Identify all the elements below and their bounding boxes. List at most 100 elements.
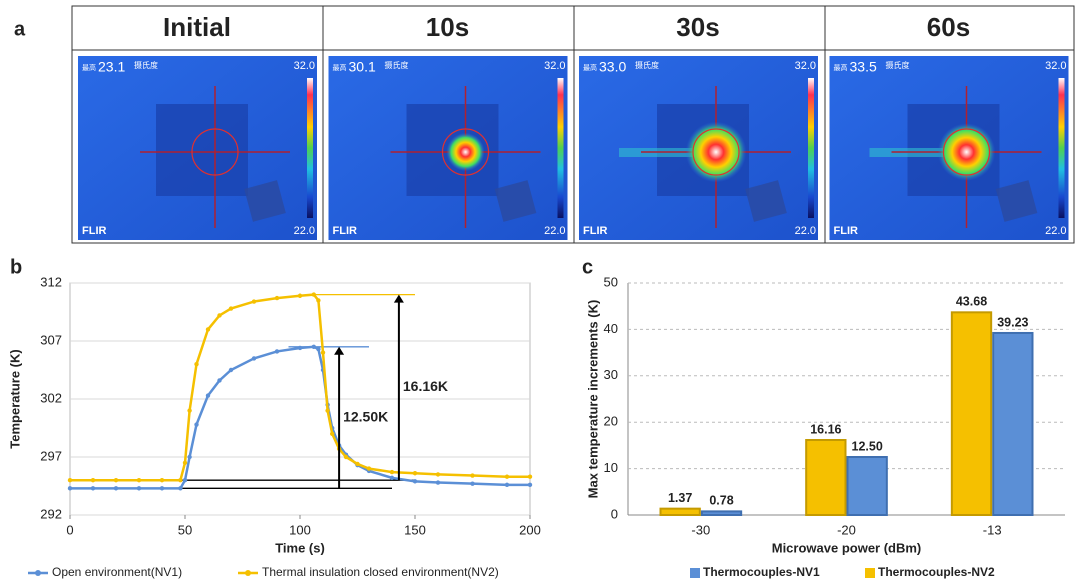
data-point xyxy=(366,466,372,471)
data-point xyxy=(311,292,316,297)
data-point xyxy=(435,472,441,477)
legend-swatch xyxy=(690,568,700,578)
unit: 摄氏度 xyxy=(886,60,910,70)
device-chip xyxy=(995,180,1038,222)
x-tick-label: 200 xyxy=(519,522,541,537)
x-tick-label: 50 xyxy=(178,522,192,537)
data-point xyxy=(316,298,321,303)
data-point xyxy=(90,486,96,491)
value-label: 12.50 xyxy=(852,439,883,453)
logo: FLIR xyxy=(82,225,106,237)
scale-top: 32.0 xyxy=(795,60,816,72)
x-tick-label: -30 xyxy=(691,522,710,537)
data-point xyxy=(182,478,188,483)
y-tick-label: 312 xyxy=(40,274,62,289)
hotspot xyxy=(446,132,485,172)
y-tick-label: 307 xyxy=(40,332,62,347)
data-point xyxy=(504,474,510,479)
data-point xyxy=(113,478,119,483)
data-point xyxy=(159,486,165,491)
series-line xyxy=(70,293,530,482)
panel-label: b xyxy=(10,256,22,278)
y-tick-label: 50 xyxy=(604,274,618,289)
data-point xyxy=(205,393,211,398)
y-axis-title: Temperature (K) xyxy=(7,349,22,448)
x-axis-title: Time (s) xyxy=(275,540,325,555)
bar xyxy=(659,507,701,516)
max-value: 23.1 xyxy=(98,59,125,75)
probe-circle xyxy=(692,128,740,176)
data-point xyxy=(228,306,234,311)
frame-title: 10s xyxy=(426,12,469,42)
unit: 摄氏度 xyxy=(635,60,659,70)
logo: FLIR xyxy=(583,225,607,237)
legend-label: Thermocouples-NV1 xyxy=(703,565,820,579)
device-chip xyxy=(745,180,787,222)
data-point xyxy=(67,478,73,483)
logo: FLIR xyxy=(834,225,858,237)
data-point xyxy=(343,454,349,460)
value-label: 43.68 xyxy=(956,295,987,309)
legend-swatch xyxy=(865,568,875,578)
max-label: 最高 xyxy=(82,63,96,72)
scale-bottom: 22.0 xyxy=(1045,225,1066,237)
unit: 摄氏度 xyxy=(134,60,158,70)
data-point xyxy=(412,479,418,484)
data-point xyxy=(217,313,222,318)
y-tick-label: 40 xyxy=(604,321,618,336)
data-point xyxy=(159,478,165,483)
scale-bottom: 22.0 xyxy=(795,225,816,237)
data-point xyxy=(470,473,475,478)
legend-label: Thermocouples-NV2 xyxy=(878,565,995,579)
legend-marker xyxy=(35,570,41,576)
max-label: 最高 xyxy=(333,63,347,72)
data-point xyxy=(182,460,188,465)
bar xyxy=(846,456,888,516)
value-label: 39.23 xyxy=(997,315,1028,329)
device-chip xyxy=(244,180,286,222)
thermal-image: 最高 33.5 摄氏度 32.0 22.0 FLIR xyxy=(829,56,1069,240)
data-point xyxy=(330,431,335,436)
unit: 摄氏度 xyxy=(385,60,409,70)
legend-marker xyxy=(245,570,251,576)
data-point xyxy=(228,367,234,373)
value-label: 0.78 xyxy=(709,494,733,508)
data-point xyxy=(178,486,183,491)
frame-title: 60s xyxy=(927,12,970,42)
arrow-head xyxy=(393,294,404,303)
max-label: 最高 xyxy=(583,63,597,72)
data-point xyxy=(355,461,360,467)
color-bar xyxy=(557,78,564,218)
legend-label: Open environment(NV1) xyxy=(52,565,182,579)
x-tick-label: 100 xyxy=(289,522,311,537)
logo: FLIR xyxy=(333,225,357,237)
y-tick-label: 0 xyxy=(611,506,618,521)
color-bar xyxy=(808,78,814,218)
color-bar xyxy=(1058,78,1065,218)
probe-circle xyxy=(942,128,991,176)
data-point xyxy=(311,344,316,349)
probe-circle xyxy=(441,128,490,176)
hotspot xyxy=(685,121,747,183)
x-tick-label: -13 xyxy=(983,522,1002,537)
panel-label: c xyxy=(582,256,593,278)
data-point xyxy=(297,345,303,351)
y-tick-label: 10 xyxy=(604,460,618,475)
scale-top: 32.0 xyxy=(1045,60,1066,72)
data-point xyxy=(136,486,142,491)
y-tick-label: 297 xyxy=(40,448,62,463)
scale-bottom: 22.0 xyxy=(544,225,565,237)
value-label: 16.16 xyxy=(810,422,841,436)
data-point xyxy=(297,293,303,298)
data-point xyxy=(320,350,326,355)
device-square xyxy=(156,104,248,196)
data-point xyxy=(504,482,510,488)
data-point xyxy=(251,299,257,304)
max-value: 33.0 xyxy=(599,59,626,75)
thermal-image: 最高 33.0 摄氏度 32.0 22.0 FLIR xyxy=(579,56,818,240)
data-point xyxy=(187,454,192,460)
max-label: 最高 xyxy=(834,63,848,72)
x-tick-label: -20 xyxy=(837,522,856,537)
data-point xyxy=(194,422,199,427)
